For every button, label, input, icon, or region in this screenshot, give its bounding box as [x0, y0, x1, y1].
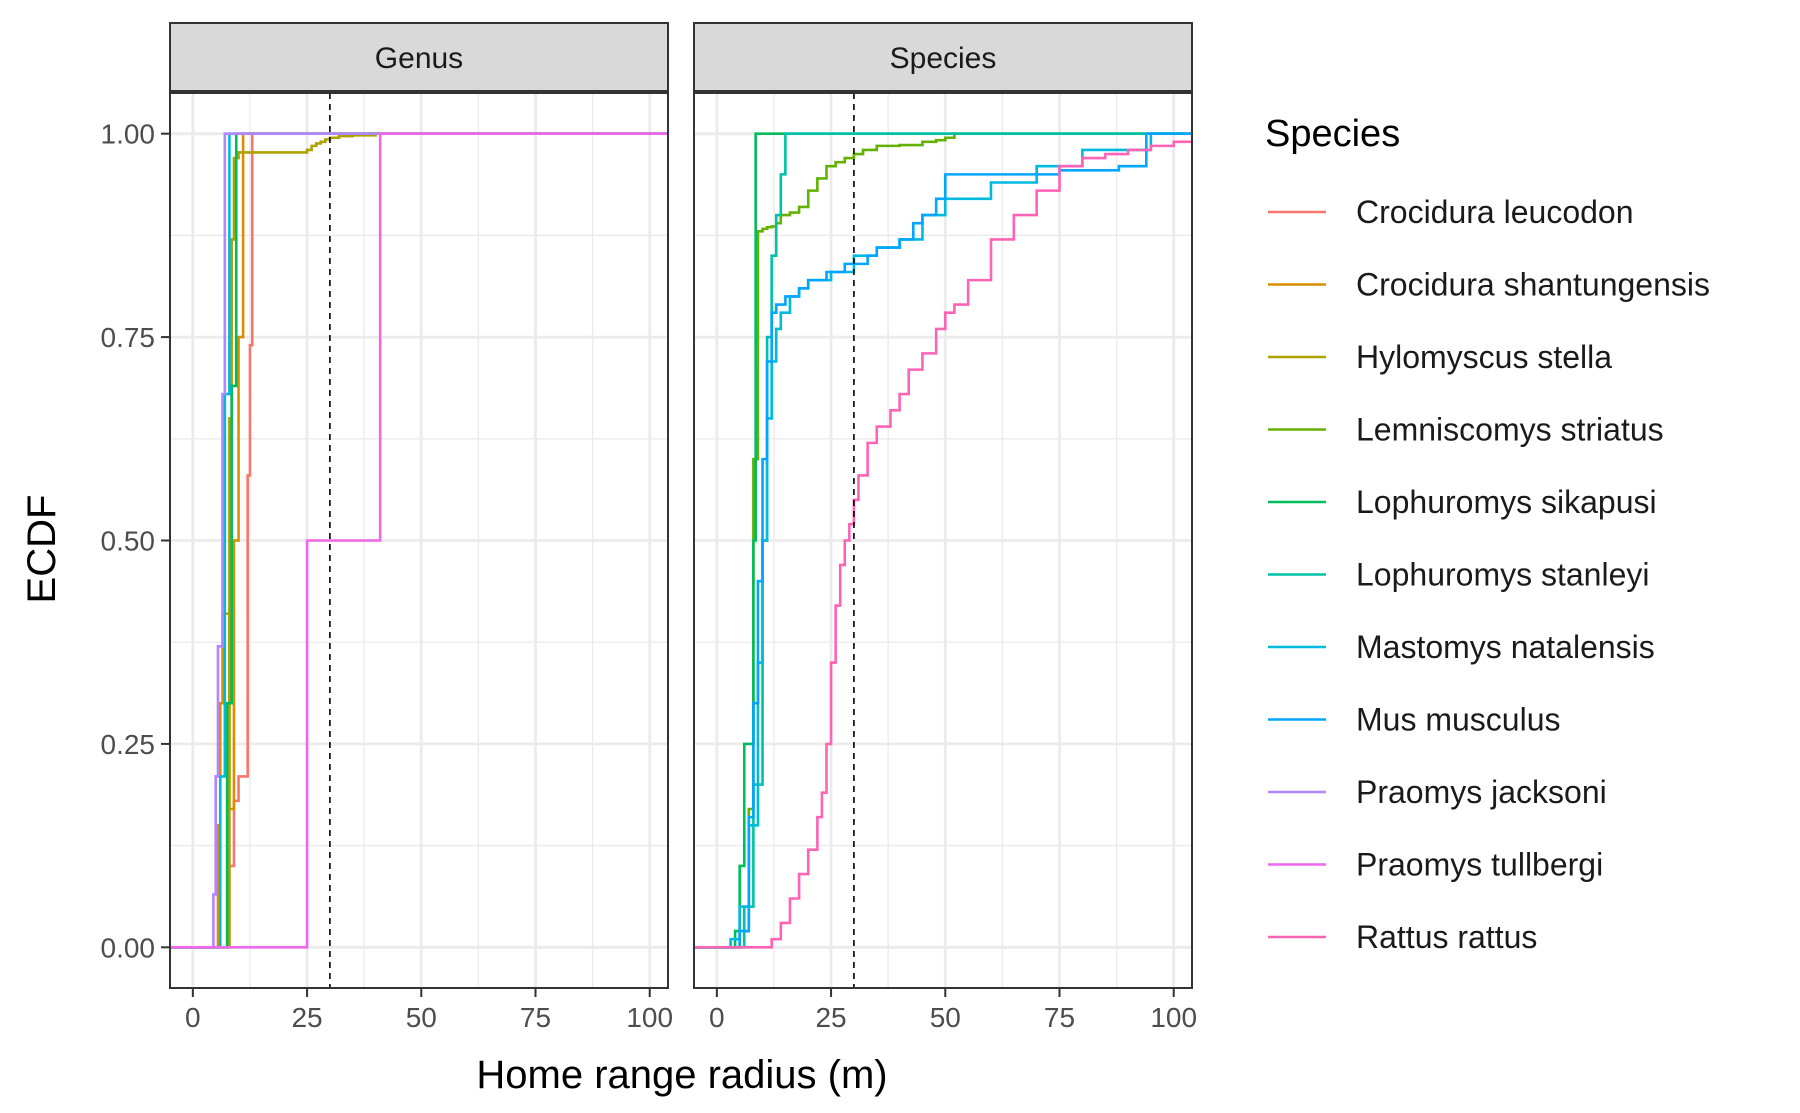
- series-group: [170, 132, 668, 949]
- x-tick-label: 50: [406, 1002, 437, 1033]
- legend: Species Crocidura leucodon Crocidura shan…: [1265, 113, 1710, 955]
- legend-label: Mus musculus: [1356, 702, 1561, 738]
- x-tick-label: 25: [291, 1002, 322, 1033]
- series-line-lemniscomys-striatus: [694, 132, 1192, 949]
- x-tick-label: 0: [185, 1002, 201, 1033]
- x-tick-label: 100: [1150, 1002, 1197, 1033]
- legend-label: Rattus rattus: [1356, 919, 1537, 955]
- series-line-hylomyscus-stella: [170, 132, 668, 949]
- series-line-mus-musculus: [694, 132, 1192, 949]
- x-axis-title: Home range radius (m): [476, 1053, 887, 1097]
- strip-label: Genus: [375, 42, 463, 75]
- y-axis-title: ECDF: [20, 495, 64, 604]
- panel-species: Species 0 25 50 75 100: [693, 22, 1197, 1033]
- legend-label: Lophuromys stanleyi: [1356, 557, 1649, 593]
- legend-label: Praomys jacksoni: [1356, 774, 1607, 810]
- x-tick-label: 50: [930, 1002, 961, 1033]
- series-line-praomys-tullbergi: [170, 132, 668, 949]
- strip-label: Species: [890, 42, 997, 75]
- y-tick-label: 0.75: [101, 322, 156, 353]
- x-tick-label: 25: [815, 1002, 846, 1033]
- strip-background: [169, 22, 669, 92]
- legend-label: Praomys tullbergi: [1356, 847, 1603, 883]
- y-tick-label: 0.50: [101, 526, 156, 557]
- x-tick-label: 75: [520, 1002, 551, 1033]
- y-tick-label: 1.00: [101, 119, 156, 150]
- y-tick-label: 0.00: [101, 932, 156, 963]
- panel-border: [693, 92, 1193, 989]
- panel-genus: Genus 0 25 50 75 100 0.00 0.25 0.50 0.75 1.00: [101, 22, 673, 1033]
- legend-label: Hylomyscus stella: [1356, 339, 1612, 375]
- legend-label: Crocidura leucodon: [1356, 194, 1634, 230]
- series-group: [694, 132, 1192, 949]
- legend-title: Species: [1265, 113, 1400, 155]
- strip-background: [693, 22, 1193, 92]
- legend-label: Lemniscomys striatus: [1356, 412, 1664, 448]
- legend-label: Lophuromys sikapusi: [1356, 484, 1657, 520]
- legend-label: Mastomys natalensis: [1356, 629, 1655, 665]
- y-tick-label: 0.25: [101, 729, 156, 760]
- x-tick-label: 0: [709, 1002, 725, 1033]
- legend-label: Crocidura shantungensis: [1356, 267, 1710, 303]
- x-tick-label: 100: [626, 1002, 673, 1033]
- x-tick-label: 75: [1044, 1002, 1075, 1033]
- series-line-lophuromys-sikapusi: [694, 132, 1192, 949]
- series-line-rattus-rattus: [694, 140, 1192, 949]
